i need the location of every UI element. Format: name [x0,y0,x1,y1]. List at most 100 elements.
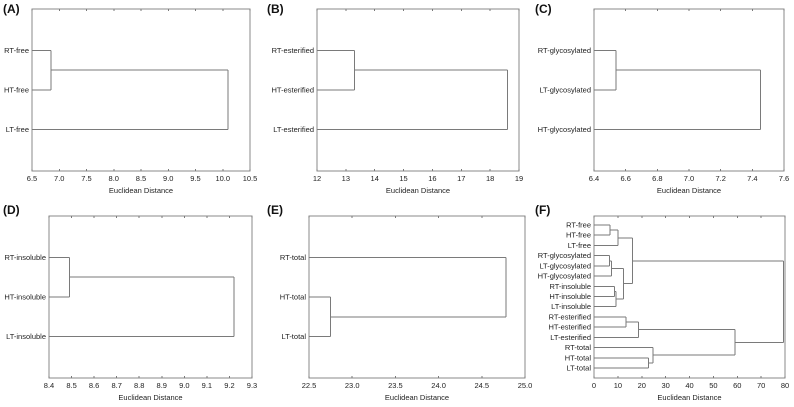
leaf-label: HT-total [280,293,307,302]
x-tick-label: 9.0 [163,174,173,183]
leaf-label: LT-insoluble [6,332,46,341]
panel-letter-c: (C) [535,2,552,16]
panel-letter-a: (A) [3,2,20,16]
x-tick-label: 70 [757,381,765,390]
x-tick-label: 6.8 [652,174,662,183]
x-tick-label: 30 [661,381,669,390]
plot-frame [308,215,526,379]
x-tick-label: 9.5 [190,174,200,183]
x-tick-label: 8.4 [44,381,54,390]
x-tick-label: 7.0 [684,174,694,183]
leaf-label: HT-glycosylated [538,272,591,281]
x-tick-label: 6.4 [589,174,599,183]
x-tick-label: 10 [614,381,622,390]
leaf-label: LT-glycosylated [539,86,591,95]
x-axis-label: Euclidean Distance [386,186,450,195]
x-tick-label: 40 [685,381,693,390]
leaf-label: HT-free [4,86,29,95]
x-tick-label: 7.4 [747,174,757,183]
leaf-label: RT-total [565,343,591,352]
x-tick-label: 7.0 [54,174,64,183]
leaf-label: RT-glycosylated [538,251,591,260]
x-tick-label: 15 [399,174,407,183]
x-tick-label: 10.5 [243,174,258,183]
panel-letter-f: (F) [535,203,551,217]
leaf-label: HT-insoluble [549,292,591,301]
plot-frame [593,8,785,172]
leaf-label: HT-esterified [548,323,591,332]
leaf-label: RT-esterified [549,312,591,321]
x-tick-label: 19 [515,174,523,183]
x-tick-label: 22.5 [302,381,317,390]
x-tick-label: 6.5 [27,174,37,183]
plot-frame [48,215,253,379]
dendrogram-panel-b: 12 13 14 15 16 17 18 19 Euclidean Distance RT-est… [271,8,523,195]
x-tick-label: 8.8 [134,381,144,390]
x-tick-label: 17 [457,174,465,183]
x-tick-label: 23.5 [388,381,403,390]
x-tick-label: 9.3 [247,381,257,390]
x-tick-label: 20 [638,381,646,390]
leaf-label: LT-total [282,332,307,341]
x-tick-label: 8.5 [66,381,76,390]
panel-letter-b: (B) [267,2,284,16]
dendrogram-panel-f: 0 10 20 30 40 50 60 70 80 Euclidean Distance RT-fr… [538,215,789,402]
x-tick-label: 8.0 [109,174,119,183]
plot-frame [31,8,251,172]
x-tick-label: 8.9 [157,381,167,390]
x-tick-label: 9.1 [202,381,212,390]
x-tick-label: 7.2 [715,174,725,183]
x-tick-label: 8.5 [136,174,146,183]
x-tick-label: 13 [342,174,350,183]
leaf-label: LT-glycosylated [539,261,591,270]
x-tick-label: 10.0 [215,174,230,183]
panel-letter-d: (D) [3,203,20,217]
x-tick-label: 60 [733,381,741,390]
leaf-label: RT-insoluble [4,253,46,262]
x-tick-label: 80 [781,381,789,390]
dendrogram-panel-e: 22.5 23.0 23.5 24.0 24.5 25.0 Euclidean Distan… [280,215,533,402]
leaf-label: HT-glycosylated [538,125,591,134]
leaf-label: LT-free [568,241,591,250]
x-axis-label: Euclidean Distance [657,186,721,195]
x-tick-label: 12 [313,174,321,183]
x-axis-label: Euclidean Distance [385,393,449,402]
x-tick-label: 18 [486,174,494,183]
x-tick-label: 25.0 [518,381,533,390]
x-axis-label: Euclidean Distance [118,393,182,402]
leaf-label: RT-insoluble [549,282,591,291]
x-tick-label: 0 [592,381,596,390]
leaf-label: LT-esterified [273,125,314,134]
x-tick-label: 9.0 [179,381,189,390]
leaf-label: HT-insoluble [4,293,46,302]
x-tick-label: 16 [428,174,436,183]
dendrogram-panel-a: 6.5 7.0 7.5 8.0 8.5 9.0 9.5 10.0 10.5 Euclidean D… [4,8,258,195]
leaf-label: RT-free [4,46,29,55]
leaf-label: RT-glycosylated [538,46,591,55]
plot-frame [593,215,786,379]
leaf-label: HT-esterified [271,86,314,95]
x-tick-label: 7.6 [779,174,789,183]
x-tick-label: 14 [371,174,379,183]
x-tick-label: 7.5 [81,174,91,183]
x-tick-label: 9.2 [224,381,234,390]
leaf-label: LT-free [6,125,29,134]
leaf-label: RT-free [566,221,591,230]
leaf-label: HT-free [566,231,591,240]
x-tick-label: 23.0 [345,381,360,390]
dendrogram-panel-d: 8.4 8.5 8.6 8.7 8.8 8.9 9.0 9.1 9.2 9.3 Euclidean … [4,215,257,402]
leaf-label: LT-insoluble [551,302,591,311]
leaf-label: LT-esterified [550,333,591,342]
x-axis-label: Euclidean Distance [109,186,173,195]
leaf-label: LT-total [567,364,592,373]
x-tick-label: 6.6 [620,174,630,183]
leaf-label: RT-total [280,253,306,262]
x-tick-label: 50 [709,381,717,390]
leaf-label: HT-total [565,353,592,362]
x-axis-label: Euclidean Distance [657,393,721,402]
dendrogram-panel-c: 6.4 6.6 6.8 7.0 7.2 7.4 7.6 Euclidean Distance R… [538,8,789,195]
x-tick-label: 8.7 [111,381,121,390]
x-tick-label: 8.6 [89,381,99,390]
x-tick-label: 24.0 [431,381,446,390]
